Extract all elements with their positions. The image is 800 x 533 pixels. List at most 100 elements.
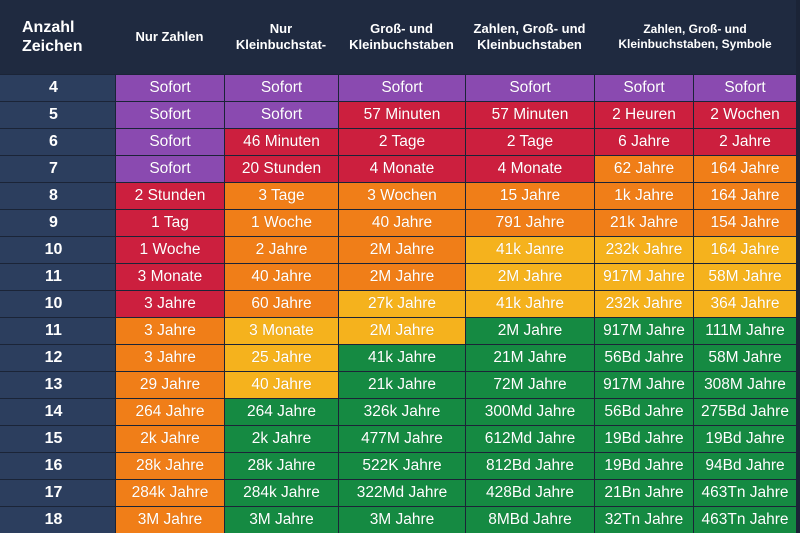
- time-cell: 27k Jahre: [339, 290, 465, 317]
- time-cell: 4 Monate: [466, 155, 594, 182]
- time-cell: 2 Stunden: [116, 182, 224, 209]
- time-cell: 19Bd Jahre: [595, 452, 693, 479]
- time-cell: 812Bd Jahre: [466, 452, 594, 479]
- time-cell: 3 Monate: [116, 263, 224, 290]
- time-cell: 62 Jahre: [595, 155, 693, 182]
- time-cell: 154 Jahre: [694, 209, 796, 236]
- row-label: 10: [0, 290, 115, 317]
- row-label: 16: [0, 452, 115, 479]
- time-cell: 3 Jahre: [116, 344, 224, 371]
- time-cell: Sofort: [466, 74, 594, 101]
- time-cell: 41k Jahre: [466, 290, 594, 317]
- time-cell: 41k Janre: [466, 236, 594, 263]
- time-cell: Sofort: [694, 74, 796, 101]
- header-numbers-upper-lowercase: Zahlen, Groß- und Kleinbuchstaben: [465, 0, 594, 74]
- time-cell: 57 Minuten: [466, 101, 594, 128]
- time-cell: 20 Stunden: [225, 155, 338, 182]
- time-cell: 2M Jahre: [339, 317, 465, 344]
- row-label: 6: [0, 128, 115, 155]
- time-cell: 111M Jahre: [694, 317, 796, 344]
- time-cell: 19Bd Jahre: [694, 425, 796, 452]
- row-label: 14: [0, 398, 115, 425]
- time-cell: 4 Monate: [339, 155, 465, 182]
- header-numbers-upper-lowercase-symbols: Zahlen, Groß- und Kleinbuchstaben, Symbo…: [594, 0, 796, 74]
- time-cell: 2 Wochen: [694, 101, 796, 128]
- time-cell: 2M Jahre: [339, 236, 465, 263]
- time-cell: 40 Jahre: [225, 263, 338, 290]
- row-label: 5: [0, 101, 115, 128]
- time-cell: 32Tn Jahre: [595, 506, 693, 533]
- row-label: 15: [0, 425, 115, 452]
- time-cell: 21Bn Jahre: [595, 479, 693, 506]
- row-label: 12: [0, 344, 115, 371]
- time-cell: 46 Minuten: [225, 128, 338, 155]
- time-cell: 477M Jahre: [339, 425, 465, 452]
- time-cell: 57 Minuten: [339, 101, 465, 128]
- time-cell: 3M Jahre: [225, 506, 338, 533]
- time-cell: Sofort: [116, 128, 224, 155]
- time-cell: 1 Woche: [116, 236, 224, 263]
- header-character-count: Anzahl Zeichen: [0, 0, 115, 74]
- time-cell: 2M Jahre: [339, 263, 465, 290]
- time-cell: 56Bd Jahre: [595, 398, 693, 425]
- time-cell: 2 Tage: [339, 128, 465, 155]
- time-cell: 29 Jahre: [116, 371, 224, 398]
- time-cell: 463Tn Jahre: [694, 506, 796, 533]
- time-cell: 1 Tag: [116, 209, 224, 236]
- time-cell: Sofort: [225, 101, 338, 128]
- time-cell: 164 Jahre: [694, 182, 796, 209]
- time-cell: 56Bd Jahre: [595, 344, 693, 371]
- time-cell: 21k Jahre: [339, 371, 465, 398]
- row-label: 9: [0, 209, 115, 236]
- time-cell: 917M Jahre: [595, 263, 693, 290]
- time-cell: 2k Jahre: [116, 425, 224, 452]
- time-cell: 2M Jahre: [466, 263, 594, 290]
- time-cell: 3 Tage: [225, 182, 338, 209]
- time-cell: 28k Jahre: [116, 452, 224, 479]
- time-cell: 19Bd Jahre: [595, 425, 693, 452]
- time-cell: 164 Jahre: [694, 236, 796, 263]
- row-label: 8: [0, 182, 115, 209]
- time-cell: 60 Jahre: [225, 290, 338, 317]
- time-cell: Sofort: [116, 155, 224, 182]
- time-cell: 2M Jahre: [466, 317, 594, 344]
- time-cell: 8MBd Jahre: [466, 506, 594, 533]
- time-cell: 3M Jahre: [339, 506, 465, 533]
- row-label: 11: [0, 317, 115, 344]
- row-label: 7: [0, 155, 115, 182]
- time-cell: 1k Jahre: [595, 182, 693, 209]
- time-cell: 58M Jahre: [694, 263, 796, 290]
- time-cell: 3 Wochen: [339, 182, 465, 209]
- time-cell: Sofort: [116, 74, 224, 101]
- header-only-numbers: Nur Zahlen: [115, 0, 224, 74]
- time-cell: 364 Jahre: [694, 290, 796, 317]
- time-cell: Sofort: [116, 101, 224, 128]
- time-cell: 264 Jahre: [225, 398, 338, 425]
- row-label: 4: [0, 74, 115, 101]
- time-cell: 428Bd Jahre: [466, 479, 594, 506]
- time-cell: 3 Jahre: [116, 290, 224, 317]
- time-cell: 28k Jahre: [225, 452, 338, 479]
- time-cell: 164 Jahre: [694, 155, 796, 182]
- time-cell: 3 Jahre: [116, 317, 224, 344]
- time-cell: 3 Monate: [225, 317, 338, 344]
- time-cell: 21k Jahre: [595, 209, 693, 236]
- time-cell: 2 Tage: [466, 128, 594, 155]
- row-label: 11: [0, 263, 115, 290]
- time-cell: 917M Jahre: [595, 317, 693, 344]
- time-cell: 522K Jahre: [339, 452, 465, 479]
- time-cell: Sofort: [225, 74, 338, 101]
- time-cell: 41k Jahre: [339, 344, 465, 371]
- time-cell: 15 Jahre: [466, 182, 594, 209]
- time-cell: 1 Woche: [225, 209, 338, 236]
- time-cell: 3M Jahre: [116, 506, 224, 533]
- time-cell: 6 Jahre: [595, 128, 693, 155]
- time-cell: 72M Jahre: [466, 371, 594, 398]
- time-cell: 2 Jahre: [225, 236, 338, 263]
- time-cell: 275Bd Jahre: [694, 398, 796, 425]
- time-cell: 612Md Jahre: [466, 425, 594, 452]
- header-upper-lowercase: Groß- und Kleinbuchstaben: [338, 0, 465, 74]
- time-cell: 791 Jahre: [466, 209, 594, 236]
- time-cell: 322Md Jahre: [339, 479, 465, 506]
